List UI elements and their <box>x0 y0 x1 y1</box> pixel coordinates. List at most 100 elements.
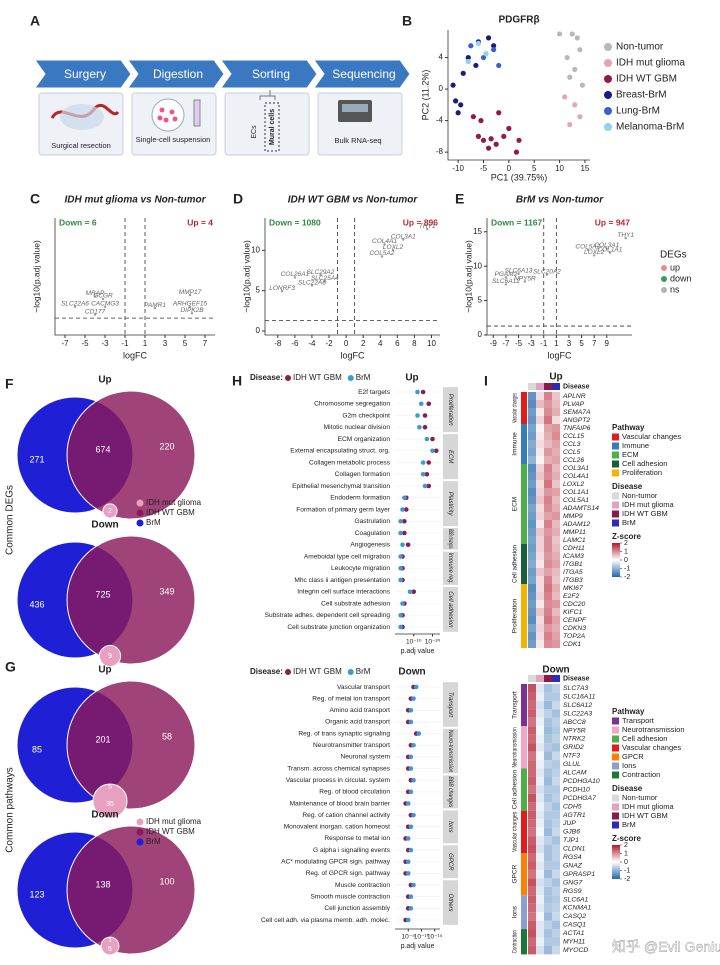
heat-cell <box>544 743 552 752</box>
point <box>478 118 484 124</box>
cell-icon <box>172 116 178 122</box>
term-label: Monovalent inorgan. cation homeost <box>284 824 390 831</box>
x-tick-label: 9 <box>605 339 610 348</box>
heat-cell <box>544 464 552 472</box>
gene-label: CD177 <box>85 308 106 315</box>
step-label: Digestion <box>153 67 203 81</box>
heat-cell <box>544 903 552 913</box>
disease-header <box>536 383 544 390</box>
term-label: Neuronal system <box>341 754 391 761</box>
y-axis-label: −log10(p.adj value) <box>31 240 41 313</box>
heat-cell <box>536 895 544 904</box>
chart-title: PDGFRβ <box>498 15 539 26</box>
heat-cell <box>552 937 560 946</box>
legend-label: Vascular changes <box>622 432 681 441</box>
group-label: ECM <box>512 497 519 511</box>
sequencer-icon <box>342 104 368 112</box>
heat-cell <box>544 844 552 853</box>
dot <box>398 577 403 583</box>
group-label: Ions <box>447 821 453 832</box>
legend-swatch <box>612 771 619 779</box>
legend-label: Vascular changes <box>622 743 681 752</box>
group-label: Others <box>447 894 453 912</box>
heat-cell <box>528 544 536 552</box>
down-count: Down = 6 <box>59 217 97 227</box>
x-tick-label: -3 <box>528 339 536 348</box>
dot <box>411 589 417 595</box>
heat-cell <box>528 568 536 576</box>
gene-label: MMP11 <box>563 529 586 536</box>
heat-cell <box>544 945 552 955</box>
heat-cell <box>544 819 552 828</box>
heat-cell <box>536 912 544 921</box>
heat-cell <box>544 640 552 648</box>
gene-label: GRID2 <box>563 744 584 751</box>
heat-cell <box>544 793 552 803</box>
point <box>485 145 492 151</box>
heat-cell <box>536 709 544 718</box>
legend-swatch <box>612 492 619 500</box>
x-axis-label: logFC <box>340 350 365 360</box>
chart-title: Down <box>398 667 425 678</box>
gene-label: MMP9 <box>563 513 583 520</box>
legend-label: IDH mut glioma <box>616 58 685 69</box>
panel-letter: B <box>402 13 412 29</box>
heat-cell <box>544 700 552 710</box>
heat-cell <box>544 552 552 560</box>
step-arrow <box>313 59 411 89</box>
legend-swatch <box>612 460 619 468</box>
legend-title: Disease <box>612 784 643 793</box>
point <box>480 54 487 61</box>
term-label: Reg. of blood circulation <box>319 789 390 796</box>
heat-cell <box>536 869 544 879</box>
term-label: G2m checkpoint <box>342 412 390 419</box>
legend-label: Neurotransmission <box>622 725 685 734</box>
x-tick-label: 1 <box>143 339 148 348</box>
term-label: Amino acid transport <box>330 707 391 714</box>
disease-header <box>552 675 560 682</box>
gene-label: GJB6 <box>563 829 580 836</box>
gene-label: LOXL2 <box>383 244 404 251</box>
venn-circle <box>66 390 196 520</box>
group-label: Cell adhesion <box>512 770 519 810</box>
gene-point <box>504 276 508 279</box>
venn-circle <box>66 535 196 665</box>
legend-label: Non-tumor <box>622 793 658 802</box>
heat-cell <box>544 937 552 946</box>
x-tick-label: -5 <box>81 339 89 348</box>
chart-title: Up <box>549 372 562 383</box>
legend-title: Pathway <box>612 707 645 716</box>
gene-point <box>153 306 157 310</box>
gene-label: PGAM2 <box>495 271 518 278</box>
heat-cell <box>544 827 552 837</box>
heat-cell <box>552 869 560 879</box>
heat-cell <box>536 480 544 488</box>
venn-title: Down <box>91 810 118 821</box>
heat-cell <box>528 768 536 777</box>
gene-label: AGTR1 <box>562 812 586 819</box>
gene-label: COL1A1 <box>563 489 589 496</box>
gene-label: MYH11 <box>563 939 585 946</box>
heat-cell <box>528 684 536 693</box>
dot <box>415 389 420 395</box>
point <box>574 35 580 41</box>
legend-swatch <box>661 265 667 271</box>
dot <box>417 424 422 430</box>
gene-label: ABCC8 <box>562 719 586 726</box>
heat-cell <box>552 700 560 710</box>
gene-label: GPRASP1 <box>563 871 595 878</box>
gene-label: COL3A1 <box>563 465 589 472</box>
y-tick-label: 0 <box>478 330 483 339</box>
x-tick-label: 3 <box>163 339 168 348</box>
heat-cell <box>552 945 560 955</box>
venn-circle <box>102 503 118 519</box>
heat-cell <box>552 886 560 896</box>
heat-cell <box>528 496 536 504</box>
venn-circle <box>66 825 196 955</box>
point <box>491 43 497 49</box>
gene-label: COL5A2 <box>369 250 394 257</box>
colorbar-label: -1 <box>624 565 630 572</box>
venn-circle <box>100 936 120 956</box>
legend-label: Cell adhesion <box>622 734 667 743</box>
heat-cell <box>552 836 560 845</box>
